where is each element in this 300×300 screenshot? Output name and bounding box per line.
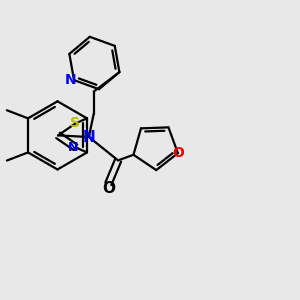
Text: O: O bbox=[172, 146, 184, 160]
Text: S: S bbox=[70, 116, 80, 130]
Text: O: O bbox=[102, 181, 115, 196]
Text: N: N bbox=[68, 141, 78, 154]
Text: N: N bbox=[64, 73, 76, 87]
Text: N: N bbox=[82, 130, 95, 145]
